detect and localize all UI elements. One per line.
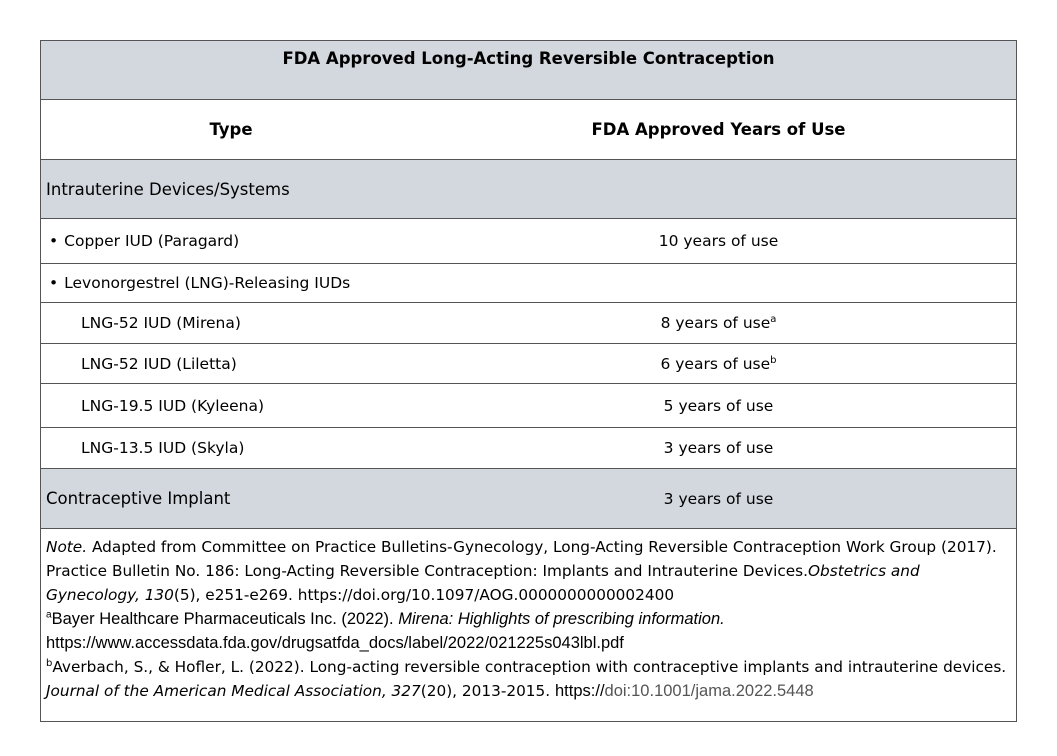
footnote-a: aBayer Healthcare Pharmaceuticals Inc. (… [46, 609, 725, 652]
row-years-cell: 6 years of useb [660, 354, 777, 373]
implant-years: 3 years of use [663, 489, 774, 508]
table-row: LNG-52 IUD (Liletta) 6 years of useb [41, 344, 1016, 384]
row-type-cell: • Levonorgestrel (LNG)-Releasing IUDs [49, 274, 351, 292]
table-row: LNG-19.5 IUD (Kyleena) 5 years of use [41, 384, 1016, 428]
row-years-cell: 3 years of use [663, 439, 774, 457]
footnote-mark-a: a [770, 313, 777, 325]
footnote-b: bAverbach, S., & Hofler, L. (2022). Long… [46, 657, 1007, 700]
section-row-iud: Intrauterine Devices/Systems [41, 160, 1016, 219]
footnote-b-doi: doi:10.1001/jama.2022.5448 [604, 682, 814, 700]
table-row: LNG-52 IUD (Mirena) 8 years of usea [41, 303, 1016, 344]
section-row-implant: Contraceptive Implant 3 years of use [41, 469, 1016, 529]
footnote-mark-b: b [770, 354, 777, 366]
row-type-cell: LNG-52 IUD (Liletta) [81, 354, 237, 373]
header-type: Type [209, 120, 253, 139]
table-row: • Levonorgestrel (LNG)-Releasing IUDs [41, 264, 1016, 303]
table-note: Note. Adapted from Committee on Practice… [41, 529, 1016, 721]
section-label-iud: Intrauterine Devices/Systems [46, 179, 290, 199]
row-years-cell: 10 years of use [658, 232, 779, 250]
row-type-cell: LNG-19.5 IUD (Kyleena) [81, 396, 265, 415]
lark-table: FDA Approved Long-Acting Reversible Cont… [40, 40, 1017, 722]
header-years: FDA Approved Years of Use [591, 120, 846, 139]
row-type-cell: LNG-52 IUD (Mirena) [81, 314, 241, 332]
table-row: • Copper IUD (Paragard) 10 years of use [41, 219, 1016, 264]
table-title: FDA Approved Long-Acting Reversible Cont… [282, 49, 775, 68]
table-row: LNG-13.5 IUD (Skyla) 3 years of use [41, 428, 1016, 469]
note-paragraph: Note. Adapted from Committee on Practice… [46, 538, 997, 604]
footnote-a-url: https://www.accessdata.fda.gov/drugsatfd… [46, 634, 624, 652]
row-years-cell: 8 years of usea [660, 313, 777, 332]
row-type-cell: • Copper IUD (Paragard) [49, 232, 240, 250]
bullet-icon: • [49, 274, 59, 292]
section-label-implant: Contraceptive Implant [46, 489, 231, 508]
bullet-icon: • [49, 232, 59, 250]
table-header-row: Type FDA Approved Years of Use [41, 100, 1016, 160]
table-title-row: FDA Approved Long-Acting Reversible Cont… [41, 41, 1016, 100]
row-years-cell: 5 years of use [663, 396, 774, 415]
row-type-cell: LNG-13.5 IUD (Skyla) [81, 439, 245, 457]
